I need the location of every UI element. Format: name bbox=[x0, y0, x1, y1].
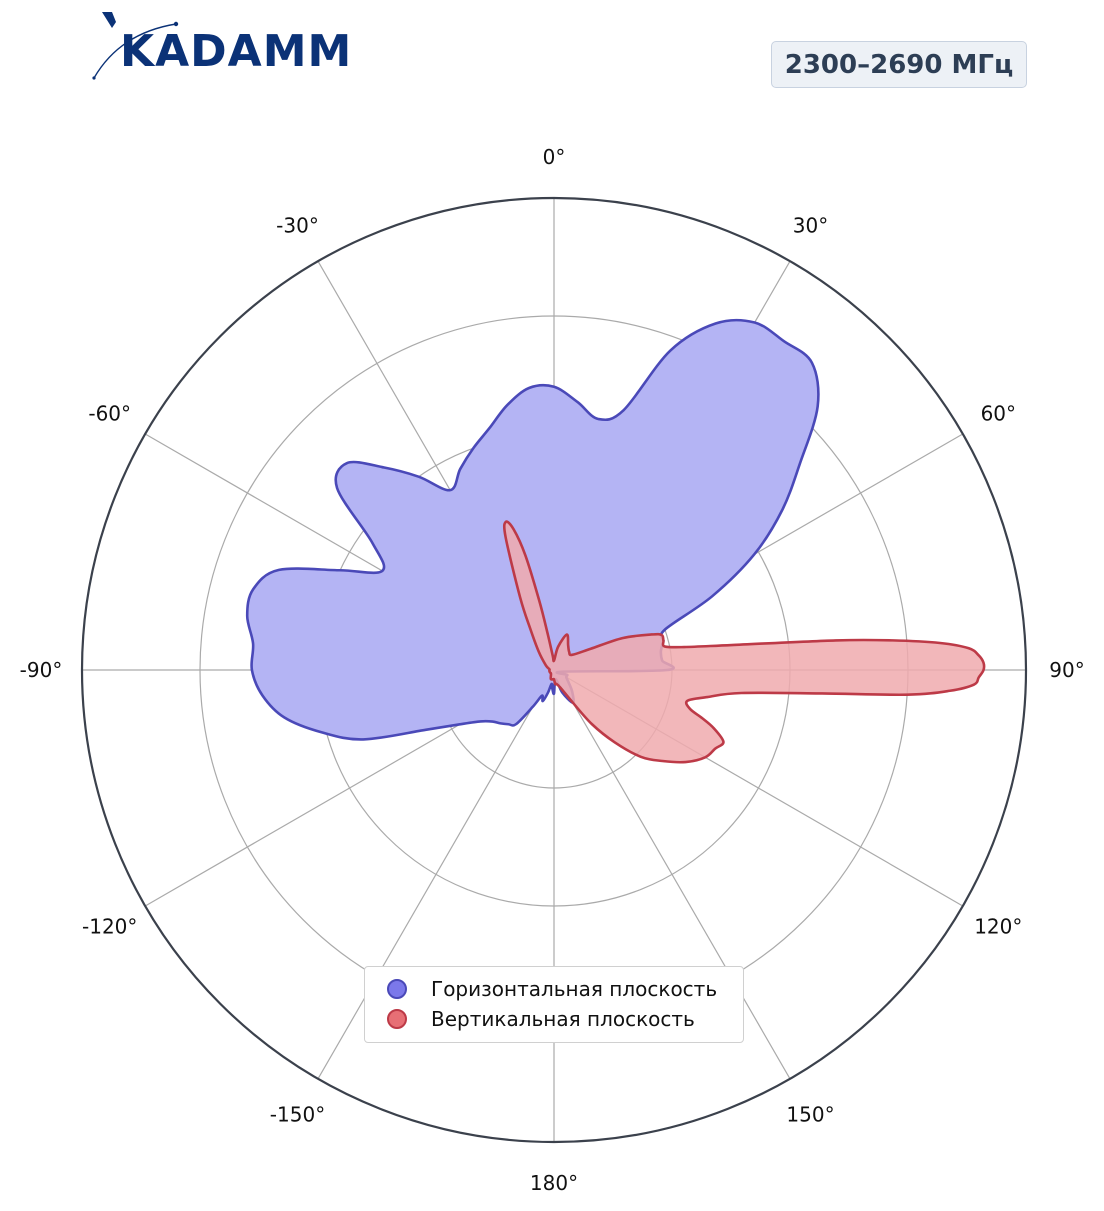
angle-tick-label: 90° bbox=[1049, 658, 1084, 682]
logo-text: KADAMM bbox=[120, 26, 353, 77]
logo-swoosh-icon bbox=[92, 12, 179, 80]
series-horizontal-plane bbox=[245, 318, 820, 741]
angle-tick-label: -90° bbox=[20, 658, 63, 682]
legend: Горизонтальная плоскость Вертикальная пл… bbox=[364, 966, 744, 1043]
angle-tick-label: 30° bbox=[793, 214, 828, 238]
legend-label-horizontal: Горизонтальная плоскость bbox=[431, 977, 718, 1001]
angle-tick-label: 150° bbox=[786, 1102, 834, 1126]
angle-tick-label: -150° bbox=[270, 1102, 325, 1126]
frequency-badge: 2300–2690 МГц bbox=[771, 41, 1027, 88]
series-vertical-plane bbox=[502, 520, 986, 764]
angle-tick-label: 180° bbox=[530, 1171, 578, 1195]
angle-tick-label: 60° bbox=[981, 402, 1016, 426]
angular-gridline bbox=[317, 669, 555, 1080]
angle-tick-label: 0° bbox=[543, 145, 566, 169]
legend-marker-vertical bbox=[387, 1009, 407, 1029]
angular-gridline bbox=[553, 669, 791, 1080]
legend-item-vertical: Вертикальная плоскость bbox=[387, 1004, 743, 1034]
polar-frame bbox=[80, 196, 1028, 1144]
angle-tick-labels: 0° 30° 60° 90° 120° 150° 180° -150° -120° -90° -60… bbox=[20, 145, 1085, 1195]
legend-item-horizontal: Горизонтальная плоскость bbox=[387, 974, 743, 1004]
legend-label-vertical: Вертикальная плоскость bbox=[431, 1007, 695, 1031]
angle-tick-label: -30° bbox=[276, 214, 319, 238]
legend-marker-horizontal bbox=[387, 979, 407, 999]
series-layer bbox=[245, 318, 986, 764]
company-logo: KADAMM bbox=[90, 8, 370, 88]
angle-tick-label: -60° bbox=[88, 402, 131, 426]
angle-tick-label: -120° bbox=[82, 915, 137, 939]
outer-frame bbox=[80, 196, 1028, 1144]
angle-tick-label: 120° bbox=[974, 915, 1022, 939]
